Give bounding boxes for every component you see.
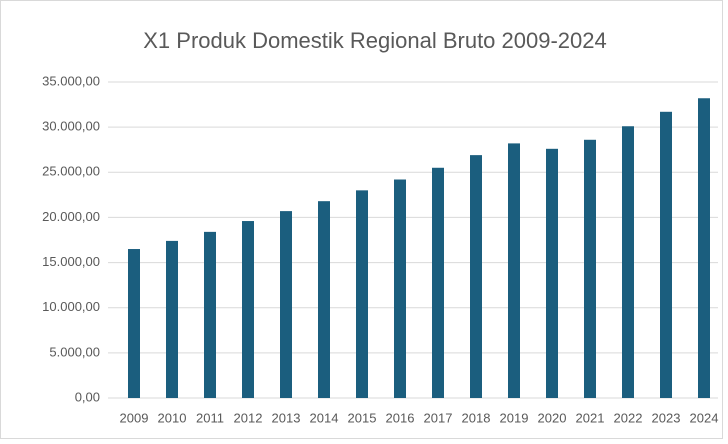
x-tick-label: 2009: [120, 410, 149, 425]
y-tick-label: 35.000,00: [42, 73, 100, 88]
x-tick-label: 2019: [500, 410, 529, 425]
chart-title: X1 Produk Domestik Regional Bruto 2009-2…: [143, 28, 607, 53]
x-tick-label: 2010: [158, 410, 187, 425]
bar: [356, 190, 368, 398]
x-tick-label: 2017: [424, 410, 453, 425]
bar: [242, 221, 254, 398]
bar: [584, 139, 596, 399]
y-tick-label: 30.000,00: [42, 119, 100, 134]
x-tick-label: 2022: [614, 410, 643, 425]
x-tick-label: 2023: [652, 410, 681, 425]
bar: [660, 111, 672, 399]
bar: [318, 201, 330, 398]
y-tick-label: 15.000,00: [42, 254, 100, 269]
x-tick-label: 2012: [234, 410, 263, 425]
bar: [280, 211, 292, 398]
bar: [432, 167, 444, 398]
y-tick-label: 25.000,00: [42, 164, 100, 179]
bar: [622, 126, 634, 399]
bar: [394, 179, 406, 398]
bar: [470, 155, 482, 398]
x-tick-label: 2011: [196, 410, 224, 425]
y-tick-label: 5.000,00: [49, 344, 100, 359]
bar: [166, 240, 178, 398]
x-tick-label: 2016: [386, 410, 415, 425]
y-tick-label: 10.000,00: [42, 299, 100, 314]
bar: [698, 98, 710, 398]
x-tick-label: 2013: [272, 410, 301, 425]
x-tick-label: 2014: [310, 410, 339, 425]
y-tick-label: 20.000,00: [42, 209, 100, 224]
bar: [204, 231, 216, 398]
x-tick-label: 2015: [348, 410, 377, 425]
bar: [546, 148, 558, 398]
bar: [508, 143, 520, 398]
x-tick-label: 2018: [462, 410, 491, 425]
y-tick-label: 0,00: [75, 389, 100, 404]
bar: [128, 249, 140, 398]
x-tick-label: 2021: [576, 410, 605, 425]
x-tick-label: 2020: [538, 410, 567, 425]
x-tick-label: 2024: [690, 410, 719, 425]
